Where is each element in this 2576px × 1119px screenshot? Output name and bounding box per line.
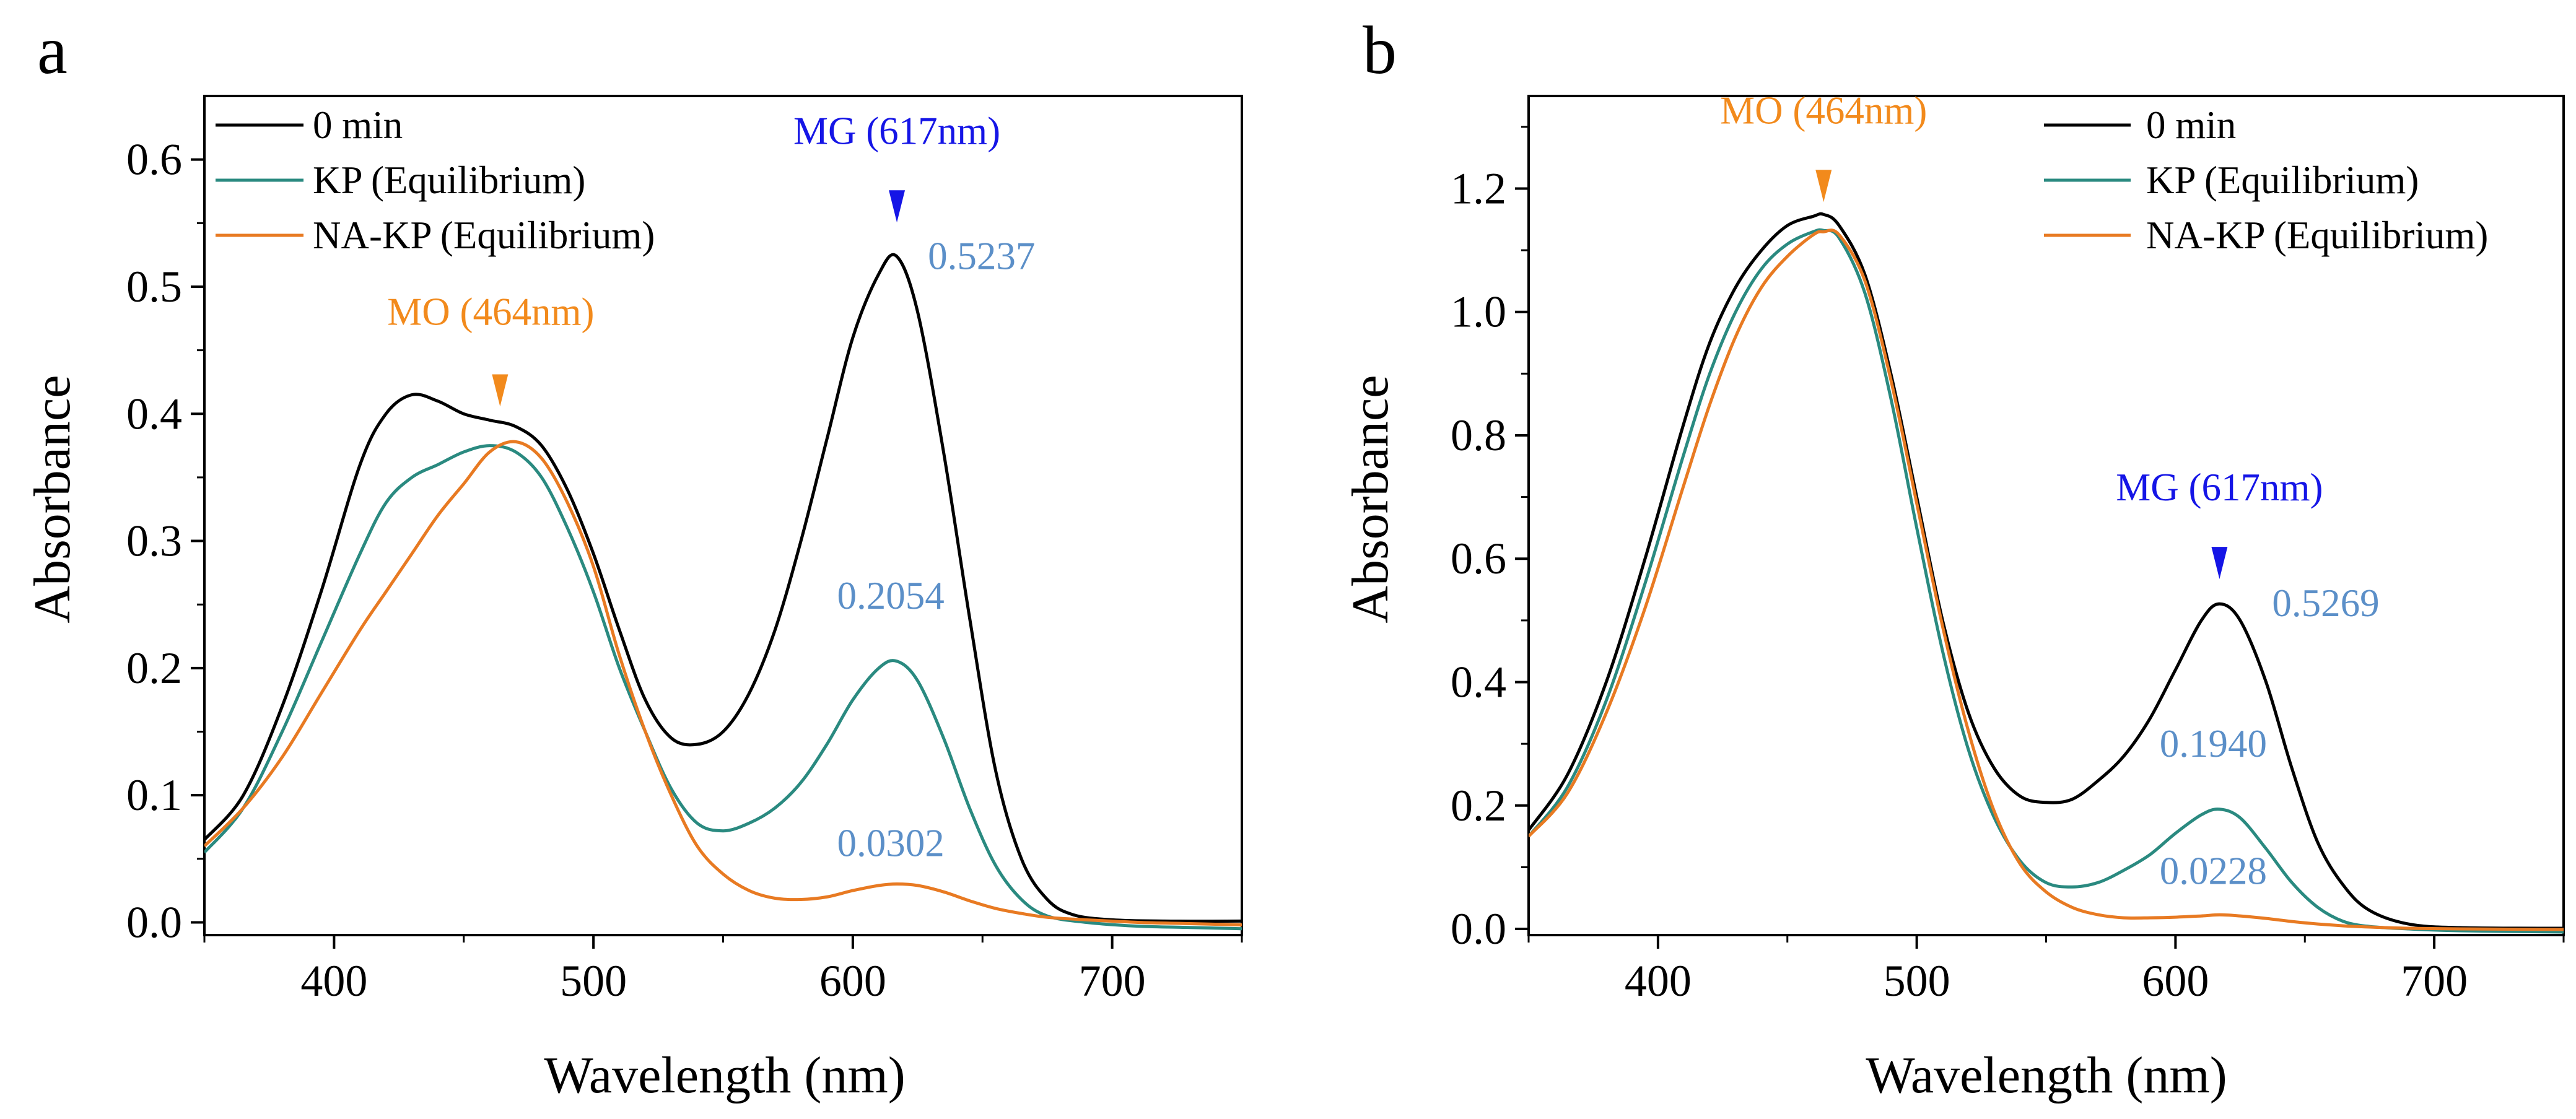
- peak-label: MO (464nm): [387, 290, 594, 333]
- y-axis-title-a: Absorbance: [24, 375, 81, 623]
- series-line-na-kp: [1529, 229, 2564, 931]
- legend-label: 0 min: [2146, 103, 2236, 147]
- y-tick-label: 0.2: [126, 643, 182, 693]
- y-tick-label: 0.6: [126, 135, 182, 185]
- series-line-kp: [204, 444, 1242, 931]
- x-axis-title-a: Wavelength (nm): [544, 1047, 905, 1104]
- y-tick-label: 0.3: [126, 516, 182, 566]
- x-tick-label: 600: [2142, 956, 2209, 1006]
- chart-panel-a: a 400 500 600 700 0.0 0.1 0.2 0.3 0.4 0.5 0.6 0 min…: [24, 12, 1243, 1104]
- y-tick-label: 0.8: [1451, 411, 1506, 460]
- peak-value-label: 0.0302: [837, 821, 944, 864]
- y-tick-label: 0.1: [126, 770, 182, 820]
- plot-area-a: 400 500 600 700 0.0 0.1 0.2 0.3 0.4 0.5 0.6 0 min KP…: [126, 95, 1243, 1006]
- series-group: [204, 253, 1242, 931]
- legend-label: NA-KP (Equilibrium): [2146, 214, 2488, 257]
- panel-letter-b: b: [1363, 12, 1397, 88]
- y-tick-label: 0.2: [1451, 781, 1506, 830]
- peak-arrow-marker: [492, 374, 509, 407]
- y-tick-label: 0.4: [126, 389, 182, 438]
- peak-label: MG (617nm): [793, 109, 1000, 152]
- x-tick-label: 700: [1079, 956, 1146, 1006]
- y-tick-label: 0.0: [126, 897, 182, 947]
- panel-letter-a: a: [37, 12, 68, 88]
- peak-arrow-marker: [2211, 547, 2228, 580]
- series-line-kp: [1529, 228, 2564, 934]
- peak-value-label: 0.5237: [928, 234, 1035, 277]
- legend-label: KP (Equilibrium): [313, 159, 585, 202]
- y-tick-label: 0.4: [1451, 658, 1506, 707]
- peak-label: MO (464nm): [1720, 89, 1927, 132]
- peak-arrow-marker: [1815, 170, 1832, 202]
- y-tick-label: 0.0: [1451, 904, 1506, 954]
- plot-area-b: 400 500 600 700 0.0 0.2 0.4 0.6 0.8 1.0 1.2 0 min KP…: [1451, 89, 2565, 1006]
- x-tick-label: 400: [1625, 956, 1692, 1006]
- y-axis-title-b: Absorbance: [1342, 375, 1399, 623]
- legend: 0 min KP (Equilibrium) NA-KP (Equilibrium): [216, 103, 655, 257]
- legend: 0 min KP (Equilibrium) NA-KP (Equilibrium): [2044, 103, 2488, 257]
- peak-value-label: 0.1940: [2160, 722, 2267, 765]
- peak-value-label: 0.0228: [2160, 849, 2267, 892]
- x-tick-label: 400: [300, 956, 367, 1006]
- legend-label: 0 min: [313, 103, 403, 147]
- peak-value-label: 0.2054: [837, 574, 944, 617]
- peak-arrow-marker: [889, 190, 906, 223]
- y-tick-label: 1.0: [1451, 287, 1506, 337]
- chart-panel-b: b 400 500 600 700 0.0 0.2 0.4 0.6 0.8 1.0 1.2 0 min…: [1342, 12, 2565, 1104]
- series-group: [1529, 212, 2564, 934]
- x-tick-label: 500: [560, 956, 627, 1006]
- series-line-zero-min: [204, 253, 1242, 923]
- y-tick-label: 0.5: [126, 262, 182, 311]
- y-tick-label: 1.2: [1451, 163, 1506, 213]
- series-line-na-kp: [204, 440, 1242, 927]
- x-tick-label: 500: [1884, 956, 1950, 1006]
- legend-label: KP (Equilibrium): [2146, 159, 2419, 202]
- x-tick-label: 700: [2401, 956, 2468, 1006]
- legend-label: NA-KP (Equilibrium): [313, 214, 655, 257]
- peak-value-label: 0.5269: [2272, 581, 2379, 625]
- y-tick-label: 0.6: [1451, 534, 1506, 583]
- x-axis-title-b: Wavelength (nm): [1866, 1047, 2227, 1104]
- peak-label: MG (617nm): [2116, 466, 2323, 509]
- series-line-zero-min: [1529, 212, 2564, 930]
- x-tick-label: 600: [819, 956, 886, 1006]
